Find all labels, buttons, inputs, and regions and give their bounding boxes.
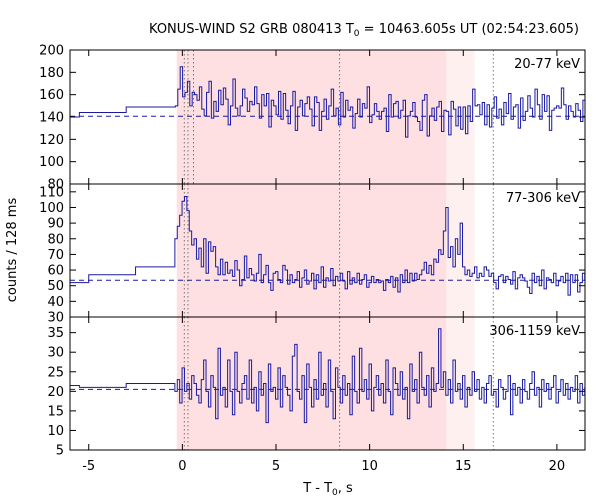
- y-tick-label: 60: [47, 264, 64, 279]
- x-axis-label: T - T0, s: [302, 481, 353, 498]
- x-axis-label-rest: , s: [338, 481, 353, 496]
- y-tick-label: 90: [47, 217, 64, 232]
- y-tick-label: 80: [47, 178, 64, 193]
- energy-band-label: 77-306 keV: [506, 191, 580, 206]
- y-tick-label: 15: [47, 404, 64, 419]
- y-tick-label: 30: [47, 311, 64, 326]
- y-tick-label: 25: [47, 365, 64, 380]
- energy-band-label: 20-77 keV: [514, 57, 580, 72]
- y-tick-label: 200: [39, 44, 64, 59]
- shaded-region-1: [176, 317, 447, 450]
- chart-title-rest: = 10463.605s UT (02:54:23.605): [360, 22, 579, 37]
- shaded-region-1: [176, 184, 447, 317]
- y-tick-label: 5: [56, 444, 64, 459]
- x-tick-label: 15: [455, 459, 472, 474]
- x-tick-label: 20: [549, 459, 566, 474]
- y-tick-label: 40: [47, 295, 64, 310]
- chart-title: KONUS-WIND S2 GRB 080413 T0 = 10463.605s…: [149, 22, 579, 39]
- chart-title-sub: 0: [354, 29, 360, 39]
- chart-title-main: KONUS-WIND S2 GRB 080413 T: [149, 22, 354, 37]
- panel-frame: [69, 316, 586, 451]
- x-tick-label: 5: [272, 459, 280, 474]
- x-tick-label: 10: [361, 459, 378, 474]
- energy-band-label: 306-1159 keV: [489, 324, 580, 339]
- x-tick-label: -5: [82, 459, 95, 474]
- y-tick-label: 10: [47, 424, 64, 439]
- y-tick-label: 160: [39, 88, 64, 103]
- y-tick-label: 20: [47, 385, 64, 400]
- y-tick-label: 140: [39, 111, 64, 126]
- panel-1: 80 100 120 140 160 180 200 20-77 keV: [39, 44, 586, 193]
- y-tick-label: 70: [47, 248, 64, 263]
- x-tick-label: 0: [178, 459, 186, 474]
- y-tick-label: 120: [39, 133, 64, 148]
- y-tick-label: 100: [39, 155, 64, 170]
- light-curve-series: [70, 328, 585, 424]
- y-tick-label: 180: [39, 66, 64, 81]
- x-axis-label-sub: 0: [332, 488, 338, 498]
- x-axis-label-main: T - T: [302, 481, 332, 496]
- y-tick-label: 110: [39, 185, 64, 200]
- panel-3: 5 10 15 20 25 30 35 306-1159 keV: [47, 316, 586, 459]
- y-tick-label: 80: [47, 232, 64, 247]
- light-curve-series: [70, 196, 585, 296]
- y-tick-label: 35: [47, 326, 64, 341]
- light-curve-series: [70, 66, 585, 138]
- y-tick-label: 100: [39, 201, 64, 216]
- y-tick-label: 50: [47, 279, 64, 294]
- y-tick-label: 30: [47, 346, 64, 361]
- y-axis-label: counts / 128 ms: [5, 198, 20, 303]
